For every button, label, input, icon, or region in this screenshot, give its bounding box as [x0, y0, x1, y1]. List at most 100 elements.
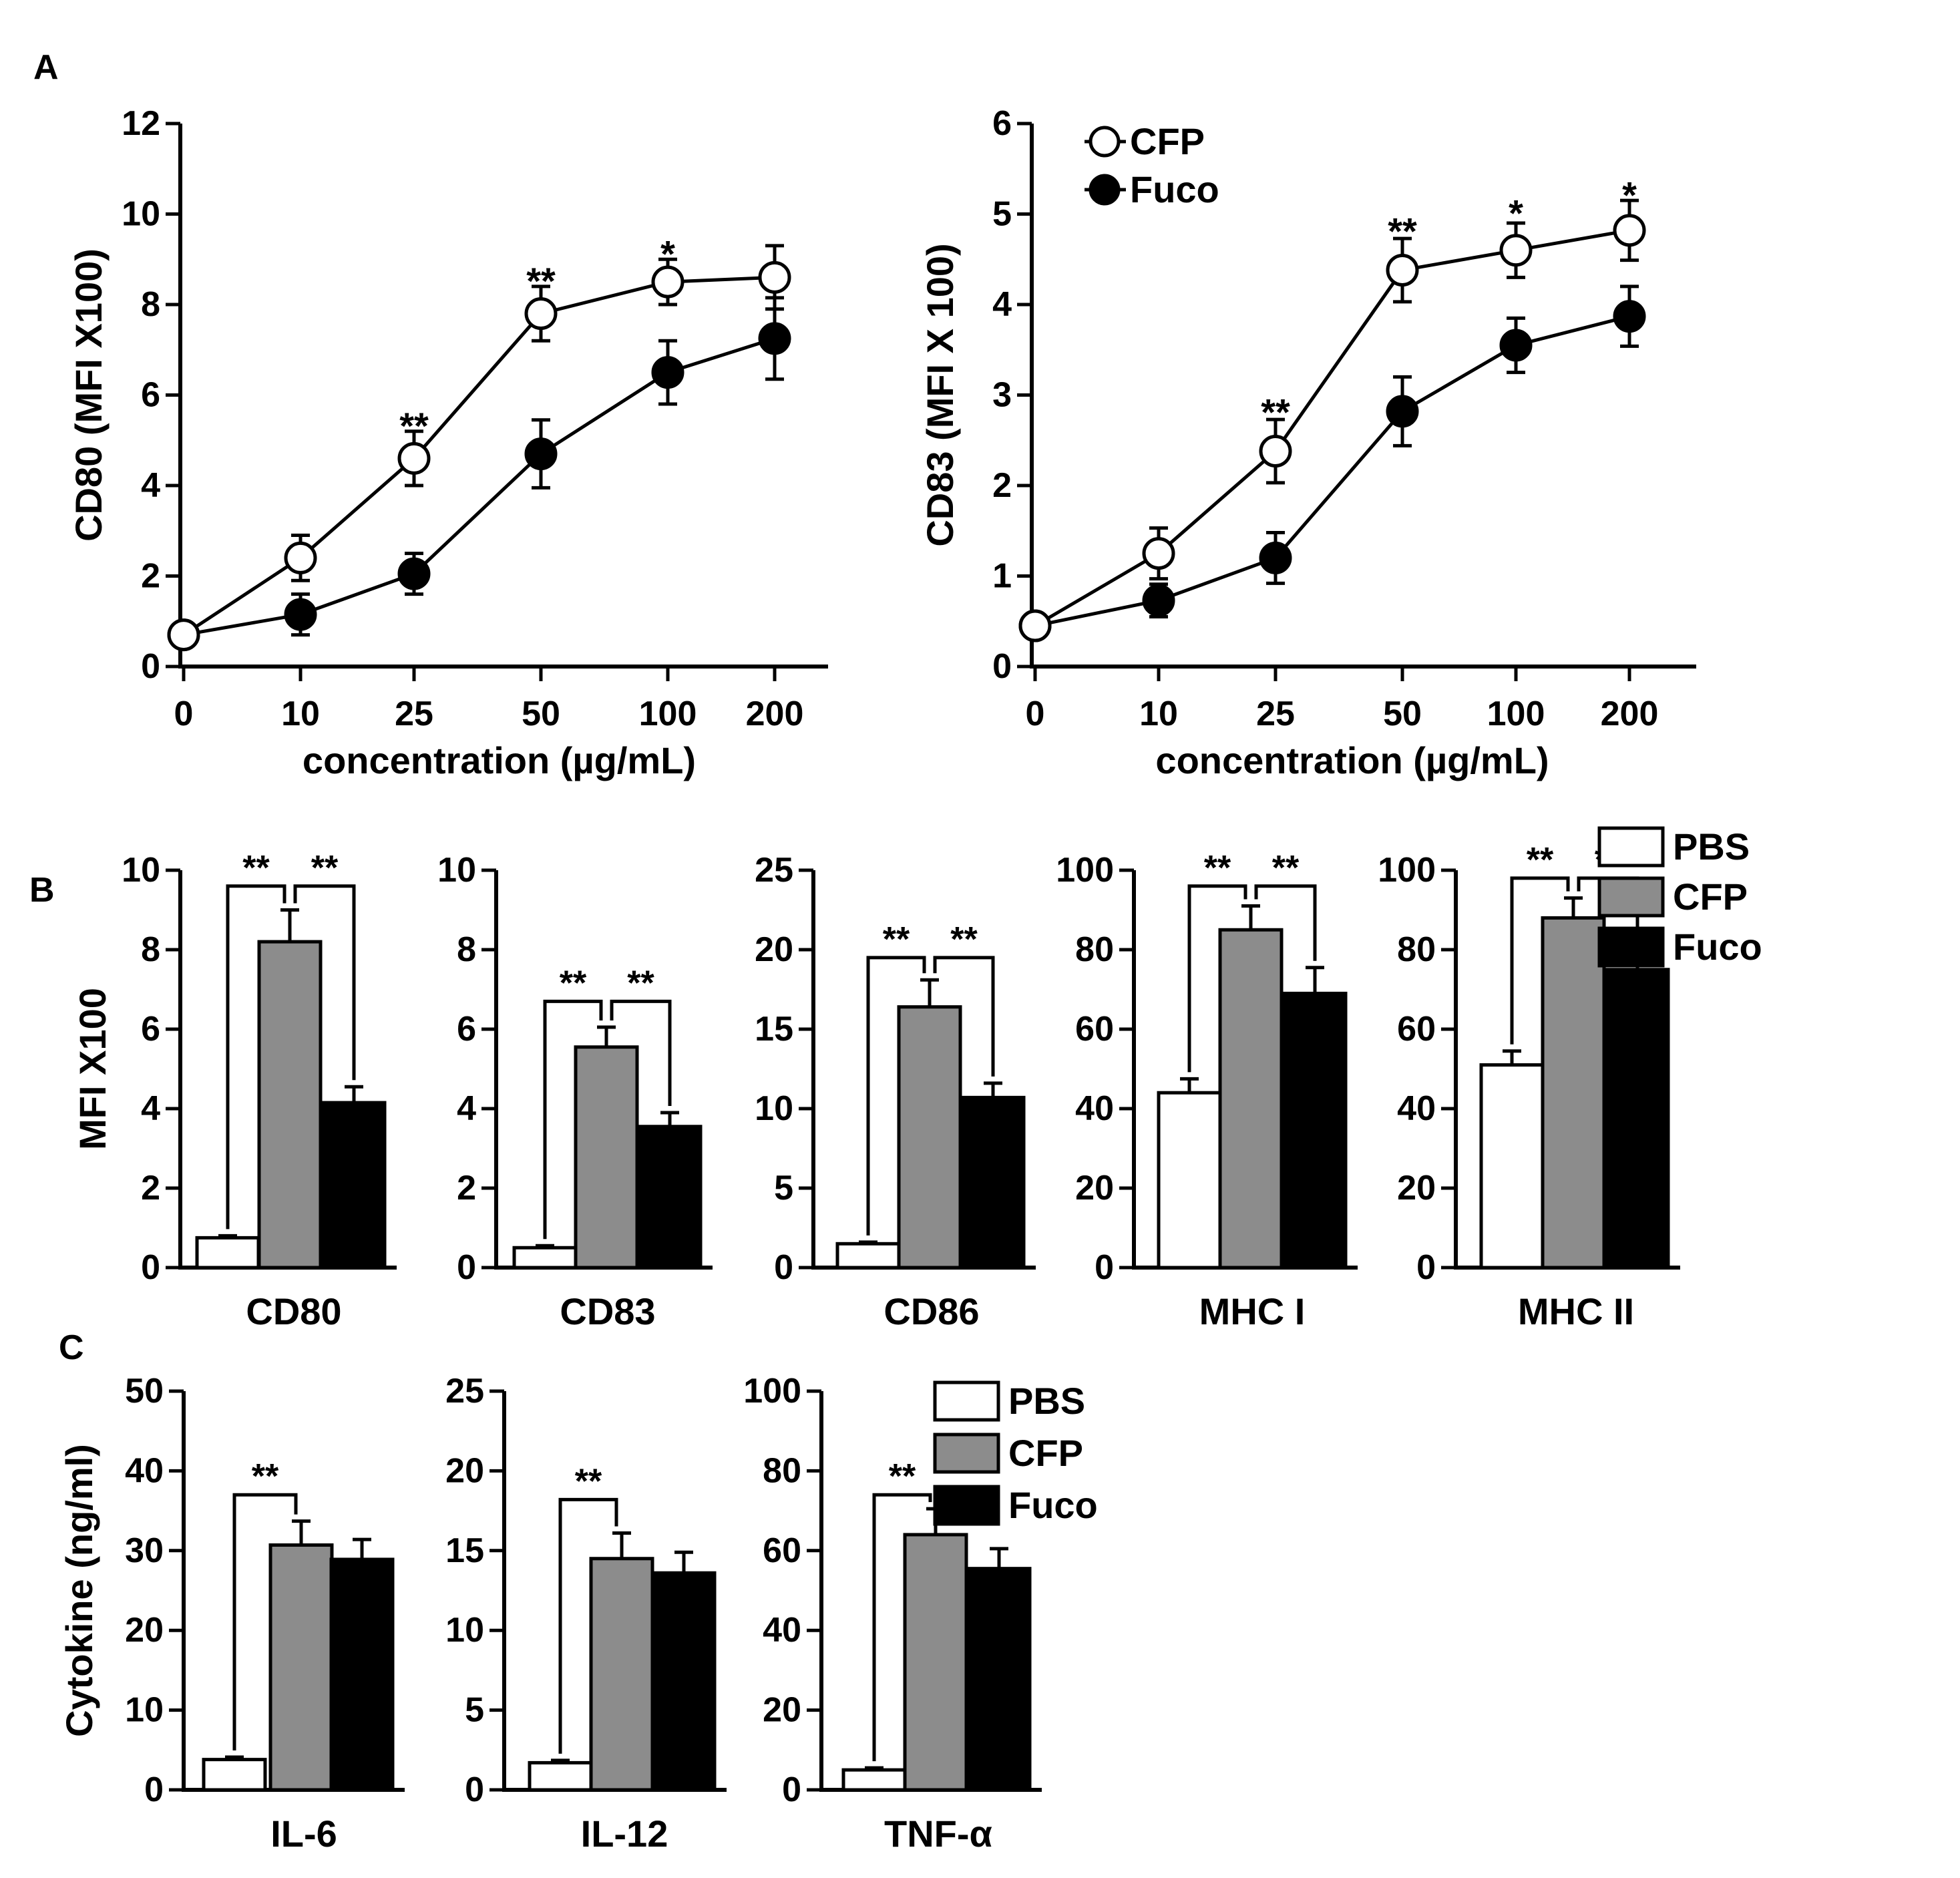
y-tick-label: 20: [763, 1691, 801, 1730]
x-tick-label: 50: [522, 695, 560, 733]
y-tick-label: 40: [763, 1611, 801, 1650]
bar-fuco: [321, 1101, 387, 1270]
y-tick-label: 20: [1397, 1169, 1436, 1207]
y-tick-label: 10: [122, 851, 160, 890]
category-label: MHC II: [1518, 1290, 1634, 1332]
data-point-cfp: [284, 541, 317, 574]
bar-pbs: [835, 1242, 901, 1270]
y-tick-label: 2: [141, 1169, 160, 1207]
data-point-cfp: [167, 618, 200, 652]
y-tick-label: 10: [125, 1691, 164, 1730]
y-tick-label: 80: [1397, 930, 1436, 969]
data-point-cfp: [524, 297, 558, 331]
significance-mark: **: [889, 1457, 916, 1496]
data-point-fuco: [397, 557, 431, 590]
y-tick-label: 0: [141, 1248, 160, 1287]
y-tick-label: 40: [125, 1451, 164, 1490]
bar-cfp: [903, 1533, 968, 1792]
bar-cfp: [268, 1543, 334, 1792]
data-point-cfp: [1386, 254, 1419, 287]
data-point-fuco: [1142, 584, 1175, 617]
x-tick-label: 200: [746, 695, 804, 733]
bar-fuco: [966, 1567, 1032, 1792]
bar-fuco: [1282, 991, 1348, 1270]
data-point-fuco: [758, 322, 791, 355]
bar-fuco: [960, 1095, 1026, 1270]
bar-cfp: [589, 1557, 654, 1792]
bar-pbs: [1479, 1063, 1545, 1270]
legend-swatch-pbs: [933, 1380, 1000, 1422]
bar-pbs: [512, 1246, 578, 1270]
y-tick-label: 50: [125, 1372, 164, 1411]
legend-label-pbs: PBS: [1673, 825, 1750, 868]
significance-mark: **: [399, 405, 429, 447]
legend-label-cfp: CFP: [1130, 120, 1205, 162]
y-tick-label: 5: [774, 1169, 793, 1207]
significance-bracket: [1510, 876, 1570, 1045]
y-axis-label: CD83 (MFI X 100): [919, 243, 961, 546]
y-tick-label: 0: [992, 647, 1012, 686]
y-tick-label: 0: [1095, 1248, 1114, 1287]
significance-bracket: [226, 884, 286, 1230]
significance-bracket: [872, 1493, 932, 1762]
panel-label-c: C: [59, 1328, 84, 1367]
x-axis-label: concentration (µg/mL): [1155, 739, 1549, 781]
significance-bracket: [866, 956, 926, 1236]
y-tick-label: 0: [774, 1248, 793, 1287]
bar-fuco: [651, 1571, 717, 1792]
x-tick-label: 100: [639, 695, 697, 733]
data-point-cfp: [1613, 214, 1646, 247]
y-tick-label: 20: [125, 1611, 164, 1650]
x-tick-label: 25: [395, 695, 433, 733]
category-label: CD83: [560, 1290, 655, 1332]
data-point-fuco: [1613, 300, 1646, 333]
y-tick-label: 8: [141, 285, 160, 324]
y-axis-label: CD80 (MFI X100): [67, 248, 110, 542]
significance-bracket: [543, 999, 603, 1240]
significance-mark: **: [575, 1462, 602, 1501]
series-line-cfp: [1034, 228, 1630, 628]
bar-pbs: [528, 1760, 593, 1792]
legend-label-pbs: PBS: [1008, 1380, 1085, 1422]
x-tick-label: 0: [174, 695, 194, 733]
legend-label-fuco: Fuco: [1673, 926, 1762, 968]
legend-marker-fuco: [1089, 174, 1121, 206]
y-tick-label: 40: [1075, 1089, 1114, 1128]
data-point-cfp: [397, 441, 431, 475]
y-tick-label: 30: [125, 1531, 164, 1570]
y-tick-label: 25: [445, 1372, 484, 1411]
significance-mark: **: [1388, 210, 1417, 252]
significance-mark: **: [560, 964, 587, 1002]
legend-label-cfp: CFP: [1008, 1432, 1083, 1474]
significance-mark: **: [1527, 841, 1554, 880]
significance-bracket: [232, 1493, 298, 1751]
y-tick-label: 25: [755, 851, 793, 890]
bar-pbs: [1157, 1091, 1222, 1270]
y-tick-label: 4: [141, 1089, 160, 1128]
data-point-fuco: [651, 356, 684, 389]
y-tick-label: 12: [122, 104, 160, 143]
y-tick-label: 3: [992, 376, 1012, 415]
significance-bracket: [293, 884, 356, 1081]
legend-label-fuco: Fuco: [1008, 1484, 1098, 1526]
y-tick-label: 20: [445, 1451, 484, 1490]
data-point-cfp: [1018, 609, 1052, 642]
significance-bracket: [1254, 884, 1317, 961]
y-tick-label: 5: [992, 195, 1012, 234]
x-tick-label: 25: [1256, 695, 1295, 733]
y-tick-label: 40: [1397, 1089, 1436, 1128]
y-tick-label: 6: [141, 1010, 160, 1049]
y-tick-label: 20: [755, 930, 793, 969]
y-tick-label: 0: [457, 1248, 476, 1287]
significance-mark: *: [1622, 174, 1637, 216]
data-point-cfp: [651, 265, 684, 299]
category-label: IL-12: [581, 1813, 668, 1855]
significance-bracket: [610, 999, 672, 1106]
y-tick-label: 6: [992, 104, 1012, 143]
category-label: MHC I: [1199, 1290, 1306, 1332]
bar-fuco: [329, 1557, 395, 1792]
y-tick-label: 80: [1075, 930, 1114, 969]
category-label: IL-6: [270, 1813, 337, 1855]
y-tick-label: 10: [437, 851, 476, 890]
panel-label-b: B: [29, 871, 55, 910]
